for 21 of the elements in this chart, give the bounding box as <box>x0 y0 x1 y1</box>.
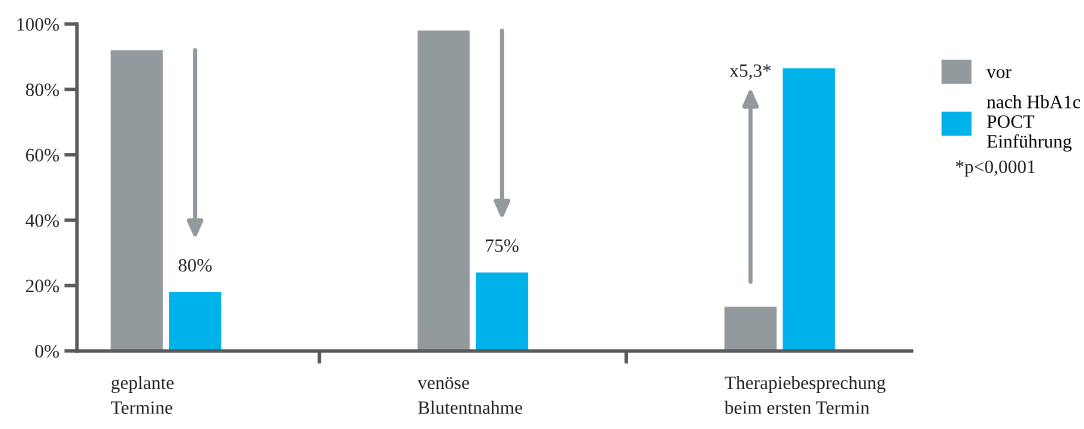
bar <box>782 68 835 351</box>
y-tick-label: 40% <box>25 214 59 227</box>
annotation: x5,3* <box>729 64 771 80</box>
legend-label: nach HbA1c POCT Einführung <box>986 95 1081 152</box>
y-tick-label: 0% <box>35 344 59 358</box>
y-tick-label: 80% <box>25 83 59 97</box>
bar <box>169 292 222 351</box>
text: *p<0,0001 <box>955 160 1035 177</box>
annotation: 75% <box>486 239 519 253</box>
y-tick-label: 100% <box>17 18 59 31</box>
bar <box>110 50 163 351</box>
x-tick-label: Therapiebesprechung beim ersten Termin <box>724 375 886 414</box>
y-tick-label: 20% <box>26 279 59 293</box>
bar <box>724 306 777 351</box>
legend-label: vor <box>986 69 1012 79</box>
bar <box>475 272 529 351</box>
x-tick-label: geplante Termine <box>111 375 174 414</box>
annotation: 80% <box>178 258 212 272</box>
bar <box>417 30 470 351</box>
y-tick-label: 60% <box>26 148 59 162</box>
x-tick-label: venöse Blutentnahme <box>417 377 523 414</box>
